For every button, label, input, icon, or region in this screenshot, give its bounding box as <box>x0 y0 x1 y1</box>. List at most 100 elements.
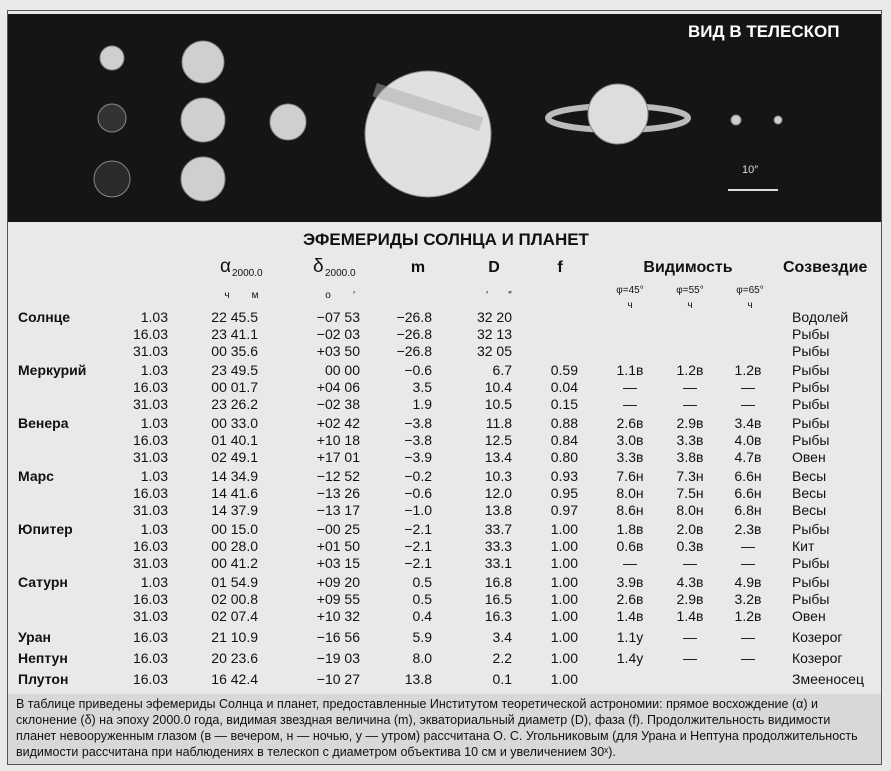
right-ascension: 00 33.0 <box>211 415 258 431</box>
diameter: 10.4 <box>484 379 512 395</box>
visibility: — <box>741 379 755 395</box>
right-ascension: 00 41.2 <box>211 555 258 571</box>
latitude: φ=65° <box>736 285 764 296</box>
declination: −02 03 <box>316 326 360 342</box>
planet-name: Сатурн <box>18 574 68 590</box>
visibility: 2.9в <box>676 591 704 607</box>
diameter: 33.7 <box>484 521 512 537</box>
magnitude: −2.1 <box>404 538 432 554</box>
phase: 0.88 <box>550 415 578 431</box>
right-ascension: 01 40.1 <box>211 432 258 448</box>
diameter: 16.3 <box>484 608 512 624</box>
visibility: 2.6в <box>616 415 644 431</box>
right-ascension: 22 45.5 <box>211 309 258 325</box>
diameter: 32 20 <box>476 309 512 325</box>
constellation: Овен <box>792 449 826 465</box>
constellation: Рыбы <box>792 432 830 448</box>
column-header: f <box>557 259 563 276</box>
visibility: 3.3в <box>676 432 704 448</box>
declination: +09 20 <box>316 574 360 590</box>
column-header: D <box>488 259 500 276</box>
visibility: 4.0в <box>734 432 762 448</box>
visibility: 3.2в <box>734 591 762 607</box>
diameter: 16.5 <box>484 591 512 607</box>
declination: −13 26 <box>316 485 360 501</box>
constellation: Козерог <box>792 629 843 645</box>
visibility: 1.4в <box>676 608 704 624</box>
visibility: 1.2в <box>734 608 762 624</box>
column-header: Видимость <box>643 259 733 276</box>
constellation: Козерог <box>792 650 843 666</box>
visibility: 6.6н <box>734 468 762 484</box>
right-ascension: 00 15.0 <box>211 521 258 537</box>
phase: 1.00 <box>550 629 578 645</box>
planet-name: Юпитер <box>18 521 73 537</box>
declination: +03 15 <box>316 555 360 571</box>
magnitude: 0.4 <box>412 608 432 624</box>
visibility: — <box>683 379 697 395</box>
constellation: Весы <box>792 468 827 484</box>
visibility: 8.0н <box>676 502 704 518</box>
date: 1.03 <box>140 521 168 537</box>
visibility: — <box>741 396 755 412</box>
visibility: 0.6в <box>616 538 644 554</box>
visibility: — <box>741 538 755 554</box>
diameter: 13.4 <box>484 449 512 465</box>
magnitude: 5.9 <box>412 629 432 645</box>
visibility: — <box>741 650 755 666</box>
diameter: 12.5 <box>484 432 512 448</box>
declination: +10 18 <box>316 432 360 448</box>
right-ascension: 00 35.6 <box>211 343 258 359</box>
declination: −07 53 <box>316 309 360 325</box>
visibility: 1.1у <box>616 629 644 645</box>
phase: 0.93 <box>550 468 578 484</box>
date: 1.03 <box>140 574 168 590</box>
constellation: Змееносец <box>792 671 864 687</box>
telescope-view <box>8 14 881 222</box>
date: 16.03 <box>132 650 168 666</box>
date: 16.03 <box>132 326 168 342</box>
date: 1.03 <box>140 468 168 484</box>
magnitude: −1.0 <box>404 502 432 518</box>
magnitude: −26.8 <box>396 326 432 342</box>
right-ascension: 02 00.8 <box>211 591 258 607</box>
date: 16.03 <box>132 538 168 554</box>
right-ascension: 16 42.4 <box>211 671 258 687</box>
declination: +17 01 <box>316 449 360 465</box>
latitude: φ=55° <box>676 285 704 296</box>
phase: 1.00 <box>550 608 578 624</box>
right-ascension: 23 26.2 <box>211 396 258 412</box>
magnitude: −0.2 <box>404 468 432 484</box>
table-title: ЭФЕМЕРИДЫ СОЛНЦА И ПЛАНЕТ <box>303 230 589 249</box>
visibility: 0.3в <box>676 538 704 554</box>
declination: −13 17 <box>316 502 360 518</box>
planet-name: Марс <box>18 468 54 484</box>
right-ascension: 14 41.6 <box>211 485 258 501</box>
date: 16.03 <box>132 485 168 501</box>
date: 1.03 <box>140 309 168 325</box>
phase: 1.00 <box>550 538 578 554</box>
magnitude: −3.8 <box>404 415 432 431</box>
magnitude: −0.6 <box>404 362 432 378</box>
phase: 0.04 <box>550 379 578 395</box>
declination: −10 27 <box>316 671 360 687</box>
diameter: 10.5 <box>484 396 512 412</box>
right-ascension: 20 23.6 <box>211 650 258 666</box>
planet-name: Венера <box>18 415 69 431</box>
constellation: Рыбы <box>792 379 830 395</box>
right-ascension: 21 10.9 <box>211 629 258 645</box>
visibility: 1.4у <box>616 650 644 666</box>
constellation: Рыбы <box>792 555 830 571</box>
visibility: — <box>741 555 755 571</box>
unit: ′ <box>353 290 355 301</box>
declination: +02 42 <box>316 415 360 431</box>
visibility: 6.8н <box>734 502 762 518</box>
unit: ″ <box>508 290 512 301</box>
magnitude: 3.5 <box>412 379 432 395</box>
visibility: 7.3н <box>676 468 704 484</box>
visibility: 3.9в <box>616 574 644 590</box>
right-ascension: 01 54.9 <box>211 574 258 590</box>
constellation: Овен <box>792 608 826 624</box>
declination: 00 00 <box>324 362 360 378</box>
header-title: ВИД В ТЕЛЕСКОП <box>688 22 840 41</box>
